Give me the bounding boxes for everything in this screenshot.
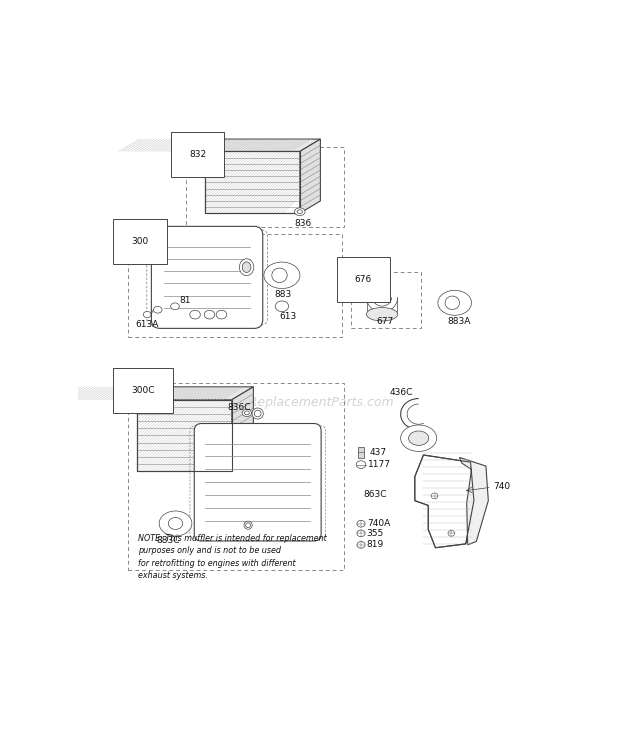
Ellipse shape [239, 259, 254, 275]
Polygon shape [459, 458, 489, 545]
Ellipse shape [153, 307, 162, 313]
Ellipse shape [401, 425, 436, 452]
Text: 613A: 613A [135, 320, 159, 329]
Text: 863C: 863C [363, 490, 386, 499]
Text: 832C: 832C [134, 405, 157, 414]
FancyBboxPatch shape [194, 423, 321, 541]
Bar [185, 147, 344, 227]
Text: 883: 883 [275, 290, 292, 299]
Bar [128, 383, 344, 571]
Ellipse shape [254, 410, 261, 417]
Ellipse shape [242, 409, 252, 417]
Text: 883C: 883C [156, 536, 180, 545]
Text: 740A: 740A [367, 519, 390, 528]
Text: 300C: 300C [131, 386, 155, 395]
Ellipse shape [448, 530, 454, 536]
Bar [358, 447, 364, 458]
Polygon shape [136, 387, 254, 400]
Ellipse shape [356, 461, 366, 469]
Ellipse shape [445, 296, 459, 310]
Text: 740: 740 [493, 481, 510, 491]
Ellipse shape [294, 208, 305, 216]
Ellipse shape [264, 262, 300, 289]
Text: 832: 832 [189, 150, 206, 159]
Ellipse shape [244, 521, 252, 529]
Bar [352, 272, 421, 327]
Ellipse shape [272, 268, 287, 283]
Text: 836: 836 [294, 219, 311, 228]
Ellipse shape [409, 431, 429, 446]
Bar [136, 400, 232, 471]
Polygon shape [232, 387, 254, 471]
Ellipse shape [252, 408, 264, 419]
Ellipse shape [216, 310, 227, 319]
Ellipse shape [297, 210, 303, 214]
Ellipse shape [242, 262, 251, 272]
Text: 355: 355 [367, 529, 384, 538]
Text: 437: 437 [370, 448, 387, 457]
Text: 819: 819 [367, 540, 384, 549]
Polygon shape [415, 455, 474, 548]
Ellipse shape [438, 290, 471, 315]
FancyBboxPatch shape [151, 226, 263, 328]
Ellipse shape [366, 307, 397, 321]
Ellipse shape [357, 520, 365, 527]
Polygon shape [300, 139, 321, 214]
Text: 883A: 883A [448, 316, 471, 326]
Ellipse shape [204, 310, 215, 319]
Polygon shape [205, 139, 321, 152]
Ellipse shape [168, 518, 183, 530]
Ellipse shape [357, 530, 365, 536]
Text: 1177: 1177 [368, 460, 391, 469]
Text: 436C: 436C [390, 388, 413, 397]
Text: eReplacementParts.com: eReplacementParts.com [241, 396, 394, 408]
Ellipse shape [159, 511, 192, 536]
Text: 676: 676 [355, 275, 372, 284]
Ellipse shape [246, 523, 250, 527]
Ellipse shape [190, 310, 200, 319]
Bar [205, 152, 300, 214]
Ellipse shape [143, 312, 151, 318]
Text: 836C: 836C [228, 403, 251, 411]
Text: NOTE: This muffler is intended for replacement
purposes only and is not to be us: NOTE: This muffler is intended for repla… [138, 533, 326, 580]
Ellipse shape [170, 303, 179, 310]
Bar [205, 152, 300, 214]
Ellipse shape [431, 493, 438, 498]
Text: 81: 81 [180, 296, 192, 305]
Ellipse shape [357, 542, 365, 548]
Text: 677: 677 [376, 318, 394, 327]
Text: 300: 300 [131, 237, 149, 246]
Bar [128, 234, 342, 337]
Bar [136, 400, 232, 471]
Text: 613: 613 [280, 312, 297, 321]
Ellipse shape [244, 411, 249, 415]
Ellipse shape [275, 301, 289, 312]
